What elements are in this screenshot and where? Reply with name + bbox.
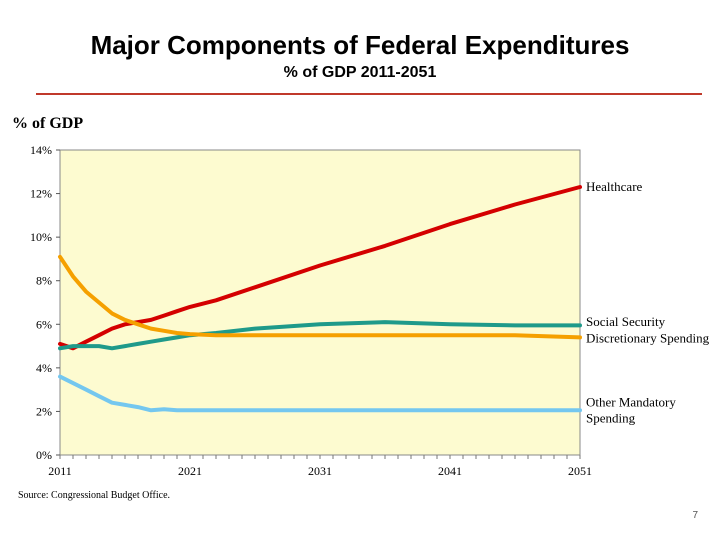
- x-tick-label: 2041: [438, 464, 462, 478]
- y-tick-label: 8%: [36, 274, 52, 288]
- series-line-social-security: [58, 320, 582, 351]
- y-tick-label: 2%: [36, 404, 52, 418]
- series-end-label: Healthcare: [586, 179, 643, 194]
- y-tick-label: 12%: [30, 187, 52, 201]
- y-tick-label: 10%: [30, 230, 52, 244]
- series-end-label: Spending: [586, 411, 636, 426]
- title-divider: [36, 93, 702, 95]
- y-axis-label: % of GDP: [12, 115, 84, 132]
- y-tick-label: 4%: [36, 361, 52, 375]
- y-tick-label: 0%: [36, 448, 52, 462]
- y-axis-ticks: 0% 2% 4% 6% 8% 10% 12% 14%: [30, 143, 60, 462]
- series-line-discretionary: [58, 254, 582, 340]
- x-tick-label: 2051: [568, 464, 592, 478]
- source-note: Source: Congressional Budget Office.: [18, 490, 171, 501]
- y-tick-label: 14%: [30, 143, 52, 157]
- series-end-label: Discretionary Spending: [586, 330, 710, 345]
- series-end-label: Other Mandatory: [586, 395, 676, 410]
- x-tick-label: 2021: [178, 464, 202, 478]
- series-line-healthcare: [58, 185, 582, 351]
- x-tick-label: 2031: [308, 464, 332, 478]
- series-end-label: Social Security: [586, 314, 666, 329]
- x-axis-ticks: 2011 2021 2031 2041 2051: [48, 455, 592, 478]
- page-subtitle: % of GDP 2011-2051: [283, 64, 437, 81]
- y-tick-label: 6%: [36, 317, 52, 331]
- series-lines: [58, 185, 582, 413]
- series-line-other-mandatory: [58, 374, 582, 413]
- page-number: 7: [692, 510, 698, 521]
- page-title: Major Components of Federal Expenditures: [90, 30, 630, 60]
- x-tick-label: 2011: [48, 464, 72, 478]
- plot-area: [59, 149, 581, 456]
